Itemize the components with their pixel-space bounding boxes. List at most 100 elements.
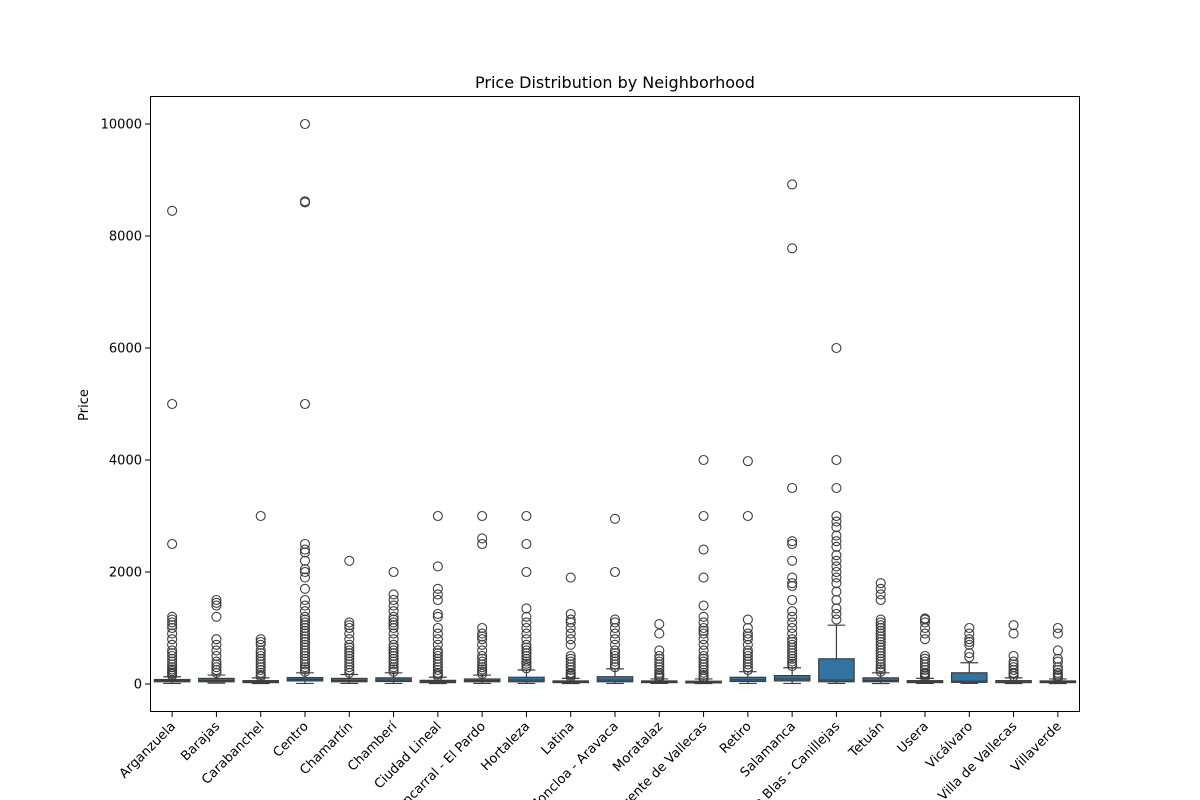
outlier-point (299, 398, 311, 410)
outlier-point (565, 634, 576, 645)
outlier-point (698, 659, 709, 670)
outlier-point (388, 650, 399, 662)
outlier-point (521, 639, 532, 650)
outlier-point (388, 653, 399, 664)
outlier-point (299, 662, 311, 673)
outlier-point (211, 645, 222, 656)
outlier-point (255, 636, 266, 648)
outlier-point (477, 634, 488, 645)
outlier-point (211, 667, 222, 678)
outlier-point (211, 611, 222, 622)
outlier-point (344, 628, 355, 639)
outlier-point (388, 642, 399, 653)
outlier-point (787, 636, 798, 648)
outlier-point (875, 650, 886, 662)
outlier-point (609, 653, 621, 664)
outlier-point (344, 620, 355, 631)
outlier-point (388, 611, 399, 622)
box-group (950, 622, 988, 685)
outlier-point (255, 662, 266, 673)
outlier-point (654, 619, 665, 630)
outlier-point (388, 628, 399, 639)
box-group (286, 118, 324, 685)
outlier-point (831, 586, 842, 597)
outlier-point (698, 600, 709, 611)
outlier-point (432, 659, 443, 670)
outlier-point (698, 645, 709, 656)
x-tick-label: Hortaleza (478, 719, 533, 774)
outlier-point (388, 648, 399, 659)
outlier-point (167, 622, 178, 634)
outlier-point (299, 555, 311, 566)
outlier-point (1052, 662, 1063, 673)
outlier-point (388, 589, 399, 600)
outlier-point (299, 564, 311, 575)
outlier-point (654, 628, 665, 639)
outlier-point (211, 597, 222, 608)
x-tick-label: Barajas (178, 719, 223, 764)
outlier-point (167, 645, 178, 656)
outlier-point (299, 625, 311, 636)
outlier-point (255, 634, 266, 645)
x-tick-label: Arganzuela (117, 719, 179, 781)
outlier-point (875, 648, 886, 659)
outlier-point (787, 653, 798, 664)
outlier-point (875, 653, 886, 664)
outlier-point (255, 645, 266, 656)
box-group (242, 510, 280, 685)
outlier-point (432, 583, 443, 594)
box-group (419, 510, 457, 685)
outlier-point (1052, 622, 1063, 634)
outlier-point (344, 634, 355, 645)
outlier-point (432, 639, 443, 650)
outlier-point (609, 648, 621, 659)
outlier-point (167, 648, 178, 659)
outlier-point (432, 594, 443, 606)
outlier-point (255, 639, 266, 650)
outlier-point (432, 664, 443, 676)
outlier-point (698, 625, 709, 636)
outlier-point (565, 622, 576, 634)
outlier-point (299, 642, 311, 653)
box-group (463, 510, 501, 685)
outlier-point (1008, 667, 1019, 678)
outlier-point (565, 667, 576, 678)
outlier-point (787, 536, 798, 547)
outlier-point (299, 634, 311, 645)
outlier-point (919, 659, 931, 670)
y-tick-label: 0 (134, 678, 142, 693)
box-group (153, 205, 191, 685)
outlier-point (742, 456, 753, 467)
outlier-point (875, 634, 886, 645)
outlier-point (831, 555, 842, 566)
outlier-point (344, 648, 355, 659)
outlier-point (299, 600, 311, 611)
x-tick-label: Villa de Vallecas (936, 719, 1021, 800)
outlier-point (654, 662, 665, 673)
outlier-point (344, 645, 355, 656)
outlier-point (698, 667, 709, 678)
box-group (906, 613, 944, 685)
outlier-point (477, 510, 488, 522)
outlier-point (388, 594, 399, 606)
outlier-point (477, 639, 488, 650)
outlier-point (388, 622, 399, 634)
outlier-point (477, 628, 488, 639)
outlier-point (698, 611, 709, 622)
outlier-point (255, 656, 266, 667)
outlier-point (787, 645, 798, 656)
outlier-point (742, 656, 753, 667)
outlier-point (521, 538, 532, 550)
outlier-point (432, 662, 443, 673)
outlier-point (875, 617, 886, 628)
outlier-point (344, 659, 355, 670)
outlier-point (432, 650, 443, 662)
outlier-point (477, 662, 488, 673)
outlier-point (654, 650, 665, 662)
outlier-point (654, 645, 665, 656)
outlier-point (299, 572, 311, 583)
outlier-point (787, 555, 798, 566)
outlier-point (211, 639, 222, 650)
outlier-point (831, 603, 842, 614)
box-group (552, 572, 590, 685)
